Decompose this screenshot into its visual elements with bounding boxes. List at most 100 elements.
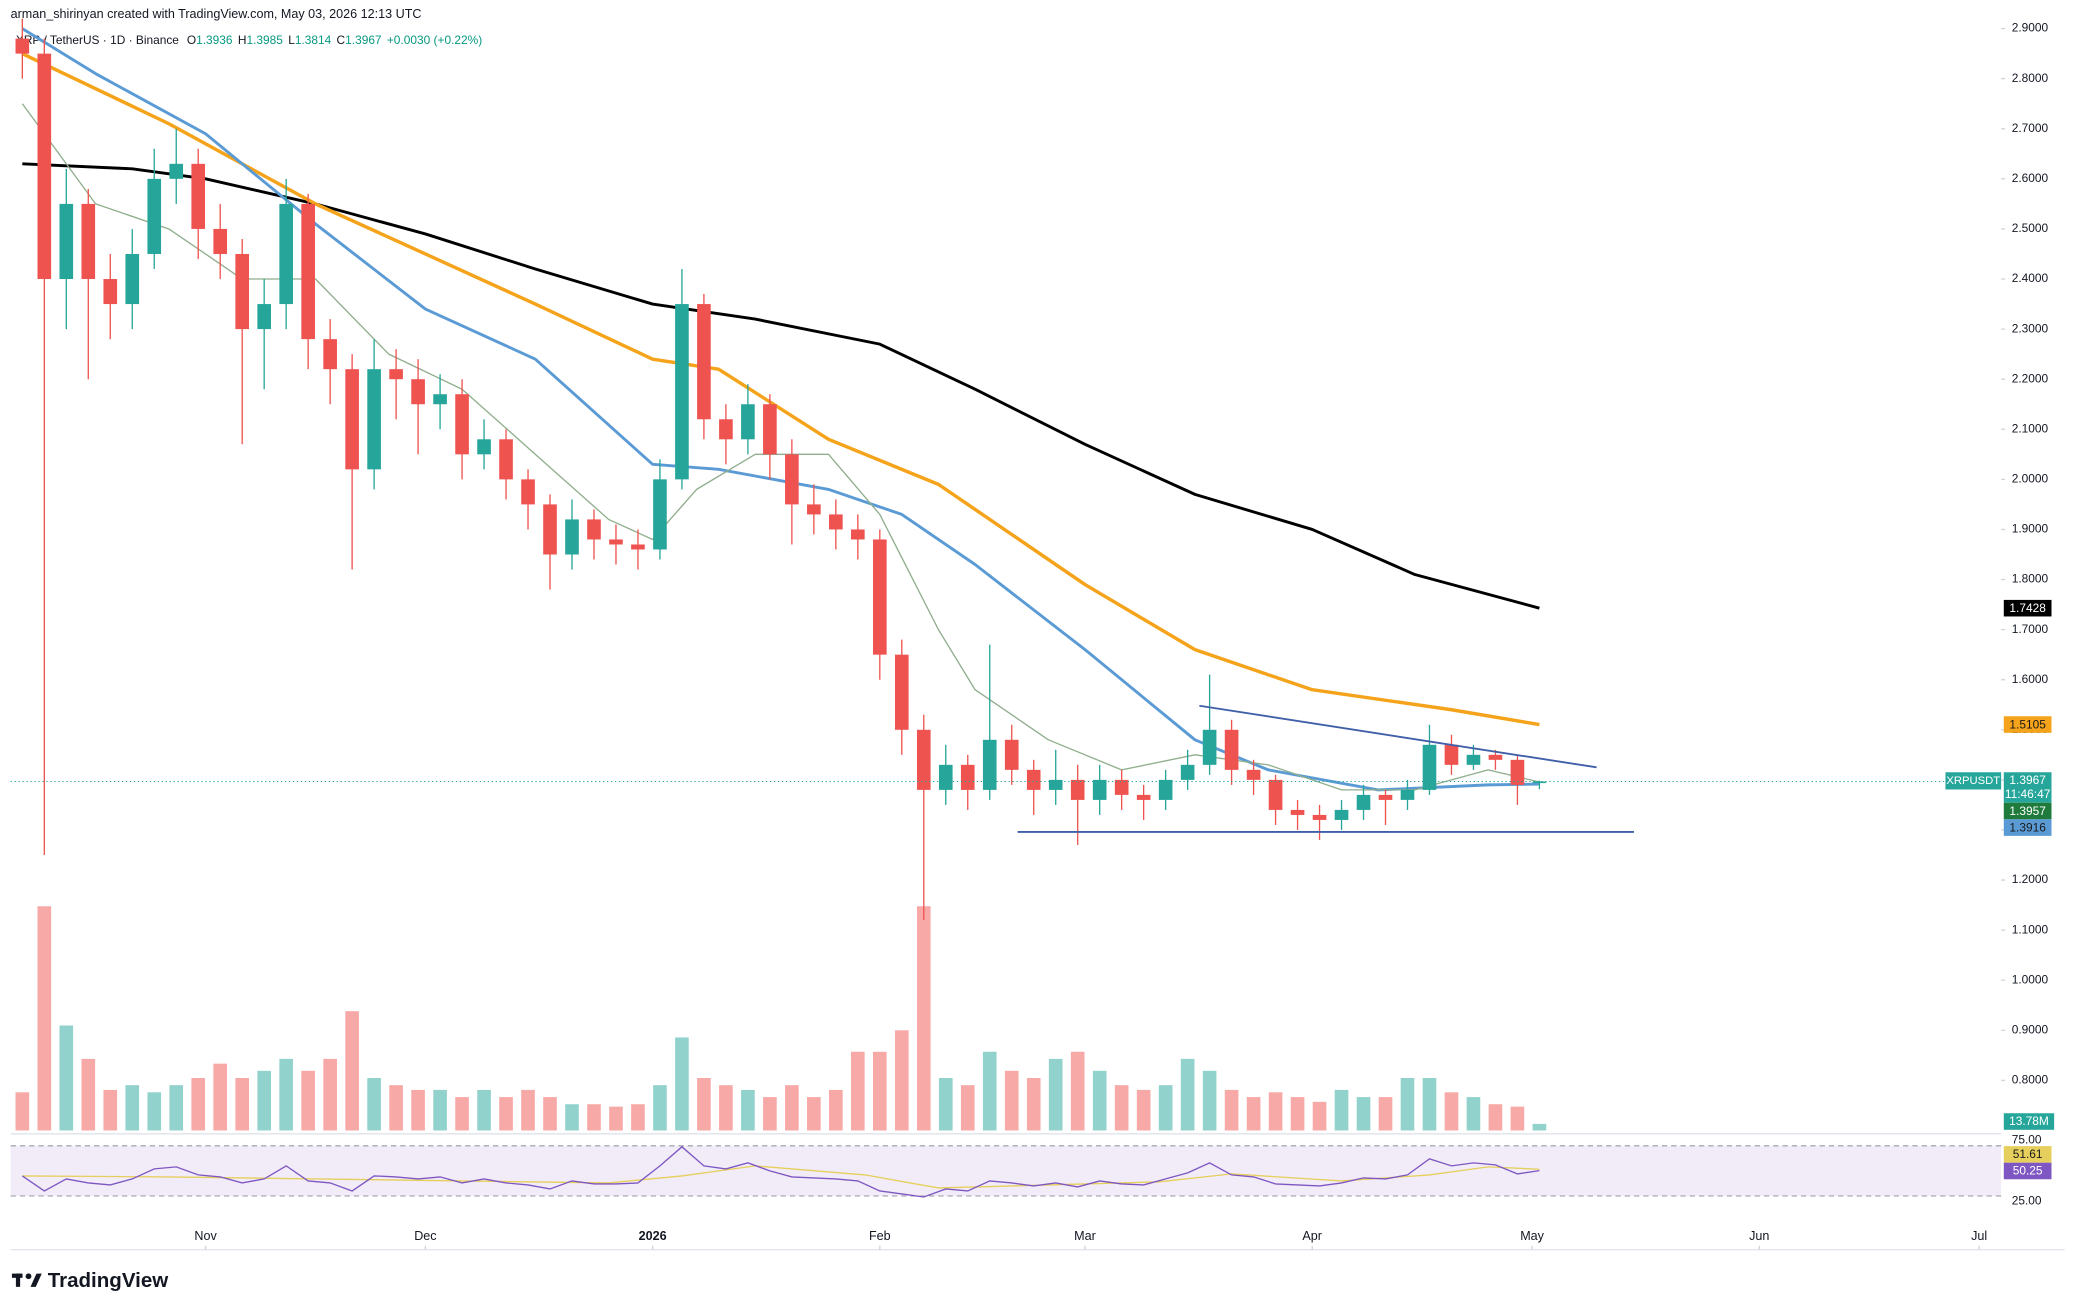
volume-bar: [609, 1106, 623, 1131]
volume-bar: [477, 1089, 491, 1131]
volume-bar: [521, 1089, 535, 1131]
candle-body: [1466, 754, 1481, 765]
candle-body: [257, 304, 271, 330]
logo: TradingView: [11, 1269, 169, 1292]
candle-body: [1268, 779, 1283, 810]
volume-bar: [938, 1077, 953, 1131]
candle-body: [1158, 779, 1173, 800]
volume-bar: [1114, 1085, 1129, 1131]
candle-body: [1290, 809, 1305, 815]
candle-body: [565, 519, 579, 555]
volume-bar: [1356, 1097, 1371, 1131]
candle-body: [916, 729, 931, 790]
candle-body: [653, 479, 667, 550]
candle-body: [1114, 779, 1129, 795]
volume-bar: [433, 1089, 447, 1131]
y-tick-label: 2.3000: [2012, 321, 2049, 335]
header: arman_shirinyan created with TradingView…: [11, 7, 422, 21]
y-tick-label: 1.1000: [2012, 922, 2049, 936]
x-tick-label: Dec: [414, 1229, 436, 1243]
volume-bar: [631, 1104, 645, 1131]
countdown: 11:46:47: [2005, 787, 2051, 801]
ma-price-label: 1.3916: [2009, 820, 2046, 834]
candle-body: [851, 529, 865, 540]
legend-label: O: [187, 33, 196, 47]
candle-body: [103, 279, 118, 305]
y-tick-label: 2.5000: [2012, 221, 2049, 235]
volume-bar: [37, 906, 52, 1131]
volume-bar: [1290, 1097, 1305, 1131]
y-tick-label: 2.9000: [2012, 21, 2049, 35]
candle-body: [982, 739, 997, 790]
candle-body: [1180, 764, 1195, 780]
candle-body: [279, 203, 293, 305]
candle-body: [1312, 814, 1327, 820]
volume-bar: [1202, 1070, 1217, 1131]
x-tick-label: Jun: [1749, 1229, 1769, 1243]
candle-body: [1510, 759, 1525, 785]
volume-bar: [389, 1085, 403, 1131]
rsi-ma-line: [22, 1165, 1540, 1189]
y-tick-label: 1.8000: [2012, 572, 2049, 586]
candle-body: [1444, 744, 1459, 765]
candle-body: [807, 504, 821, 515]
volume-bar: [1070, 1051, 1085, 1131]
volume-bar: [1312, 1101, 1327, 1131]
volume-bar: [872, 1051, 887, 1131]
candle-body: [609, 539, 623, 545]
candle-body: [477, 439, 491, 455]
volume-bar: [785, 1085, 799, 1131]
candle-body: [1488, 754, 1503, 760]
volume-bar: [301, 1070, 315, 1131]
y-tick-label: 2.6000: [2012, 171, 2049, 185]
candle-body: [1224, 729, 1239, 770]
volume-bar: [1136, 1089, 1151, 1131]
candle-body: [323, 339, 337, 370]
candle-body: [741, 404, 755, 440]
ma-price-box: [2003, 716, 2052, 733]
symbol-name: XRP / TetherUS · 1D · Binance: [16, 33, 179, 47]
symbol-legend: XRP / TetherUS · 1D · Binance O1.3936 H1.3…: [16, 33, 482, 47]
rsi-line: [21, 1145, 1540, 1198]
rsi-ma-label-box: [2003, 1146, 2052, 1163]
legend-value: 1.3967: [345, 33, 382, 47]
volume-bar: [323, 1058, 337, 1131]
legend-label: C: [337, 33, 346, 47]
x-tick-label: 2026: [639, 1229, 667, 1243]
ma-price-box: [2003, 802, 2052, 820]
volume-bar: [763, 1097, 777, 1131]
legend-label: H: [238, 33, 247, 47]
candle-body: [543, 504, 557, 555]
last-price-box: [2003, 772, 2052, 803]
candle-body: [938, 764, 953, 790]
trendline: [1199, 704, 1597, 769]
ma-price-label: 1.7428: [2009, 601, 2046, 615]
rsi-band: [10, 1145, 2002, 1196]
volume-bar: [125, 1085, 140, 1131]
candle-body: [587, 519, 601, 540]
volume-bar: [1246, 1097, 1261, 1131]
candle-body: [125, 253, 140, 305]
volume-bar: [169, 1085, 184, 1131]
rsi-label-box: [2003, 1162, 2052, 1180]
x-tick-label: May: [1520, 1229, 1544, 1243]
x-tick-label: Feb: [869, 1229, 891, 1243]
candle-body: [389, 369, 403, 380]
volume-bar: [675, 1037, 689, 1131]
volume-bar: [1158, 1085, 1173, 1131]
candle-body: [1422, 744, 1437, 790]
candle-body: [1070, 779, 1085, 800]
volume-bar: [81, 1058, 96, 1131]
volume-bar: [1466, 1097, 1481, 1131]
volume-bar: [807, 1097, 821, 1131]
volume-label-box: [2003, 1113, 2055, 1130]
volume-bar: [279, 1058, 293, 1131]
candle-body: [345, 369, 359, 470]
candle-body: [499, 439, 513, 480]
y-tick-label: 2.1000: [2012, 421, 2049, 435]
volume-bar: [1532, 1123, 1547, 1131]
volume-bar: [1026, 1077, 1041, 1131]
candle-body: [785, 454, 799, 505]
candle-body: [1136, 794, 1151, 800]
